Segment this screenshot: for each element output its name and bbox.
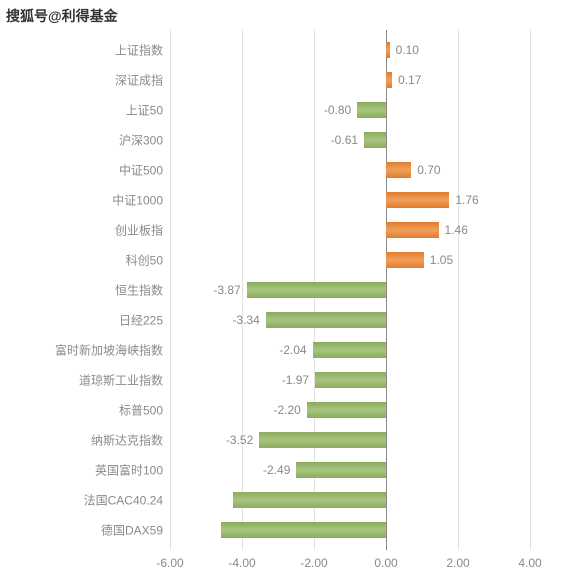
category-label: 创业板指 [115,222,163,239]
category-label: 中证500 [119,162,163,179]
value-label: -2.20 [273,403,300,417]
category-label: 日经225 [119,312,163,329]
value-label: 1.76 [455,193,478,207]
value-label: -3.87 [213,283,240,297]
x-tick-label: -6.00 [156,556,183,570]
bar [386,162,411,178]
bar [259,432,386,448]
category-label: 法国CAC40.24 [84,492,163,509]
category-label: 恒生指数 [115,282,163,299]
category-label: 富时新加坡海峡指数 [55,342,163,359]
bar [315,372,386,388]
bar [386,192,449,208]
category-label: 上证50 [126,102,163,119]
value-label: 0.10 [396,43,419,57]
value-label: -0.61 [331,133,358,147]
x-tick-label: 2.00 [446,556,469,570]
bar [247,282,386,298]
value-label: 1.05 [430,253,453,267]
watermark: 搜狐号@利得基金 [6,6,118,26]
bar [296,462,386,478]
bar [386,222,439,238]
category-label: 标普500 [119,402,163,419]
bar [313,342,386,358]
category-label: 沪深300 [119,132,163,149]
category-label: 德国DAX59 [101,522,163,539]
bar [266,312,386,328]
value-label: 0.70 [417,163,440,177]
bar [386,42,390,58]
category-label: 深证成指 [115,72,163,89]
gridline [170,30,171,550]
value-label: -3.34 [232,313,259,327]
category-label: 科创50 [126,252,163,269]
plot-area: 0.10 0.17 -0.80 -0.61 0.70 1.76 1.46 1.05 -3.87 -… [170,30,530,550]
category-label: 纳斯达克指数 [91,432,163,449]
value-label: -0.80 [324,103,351,117]
x-tick-label: 4.00 [518,556,541,570]
x-tick-label: 0.00 [374,556,397,570]
bar [357,102,386,118]
gridline [458,30,459,550]
x-tick-label: -4.00 [228,556,255,570]
x-tick-label: -2.00 [300,556,327,570]
category-label: 英国富时100 [95,462,163,479]
category-label: 中证1000 [112,192,163,209]
zero-line [386,30,387,550]
bar [386,72,392,88]
category-label: 道琼斯工业指数 [79,372,163,389]
bar [386,252,424,268]
value-label: -2.04 [279,343,306,357]
value-label: 1.46 [445,223,468,237]
gridline [530,30,531,550]
bar [233,492,386,508]
bar [307,402,386,418]
value-label: -1.97 [282,373,309,387]
bar [221,522,386,538]
gridline [242,30,243,550]
index-returns-chart: 0.10 0.17 -0.80 -0.61 0.70 1.76 1.46 1.05 -3.87 -… [0,20,563,588]
value-label: -2.49 [263,463,290,477]
value-label: -3.52 [226,433,253,447]
bar [364,132,386,148]
value-label: 0.17 [398,73,421,87]
category-label: 上证指数 [115,42,163,59]
